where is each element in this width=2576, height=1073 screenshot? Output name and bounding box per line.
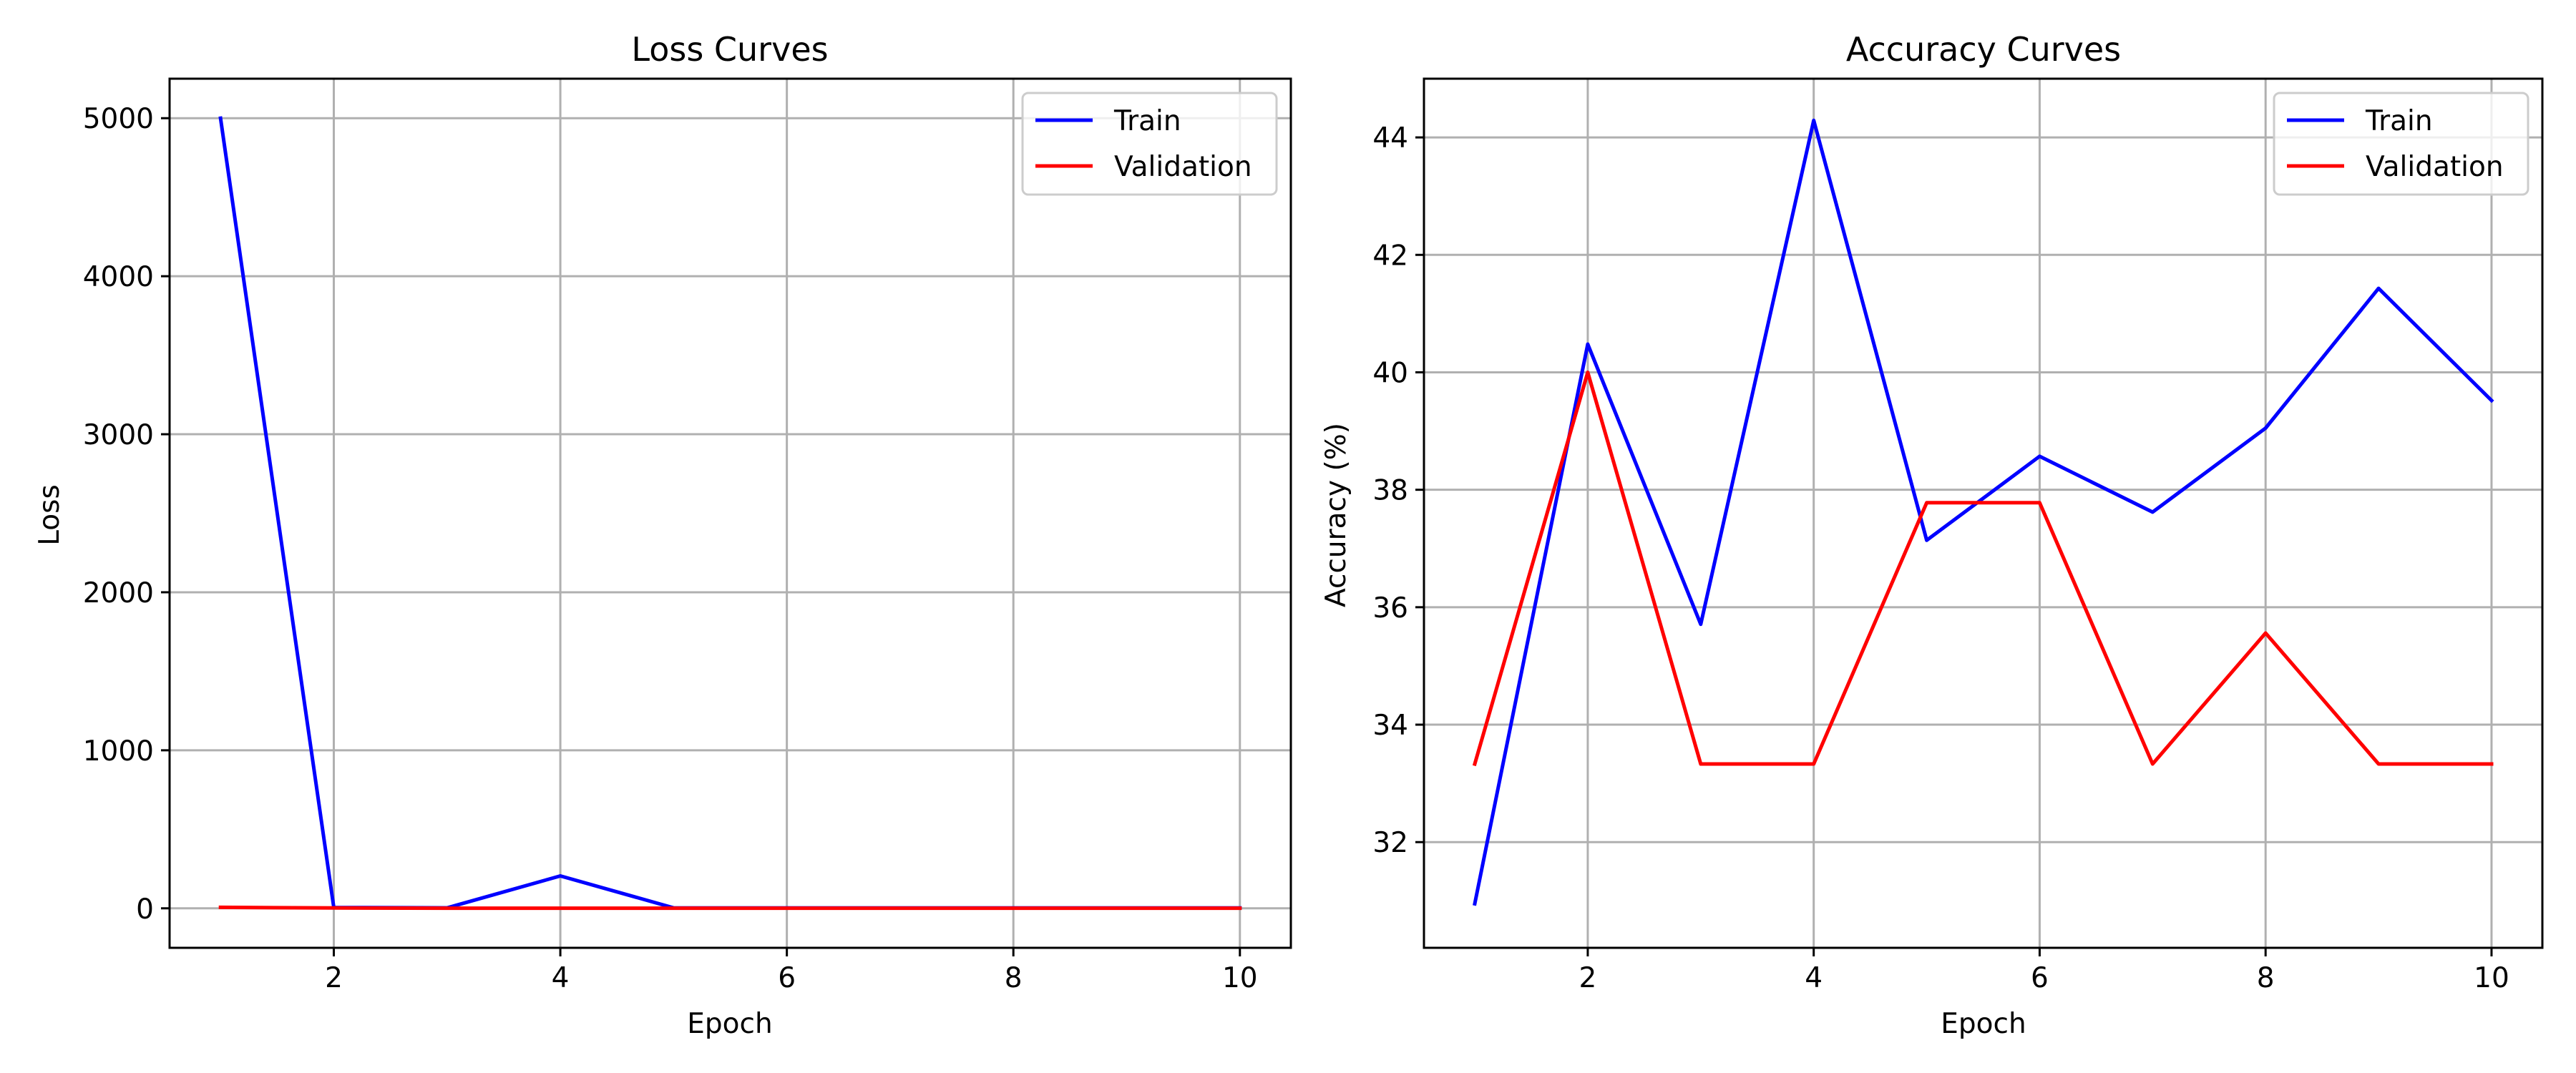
accuracy-chart-ytick-label-3: 38 [1372,475,1408,507]
loss-chart-ytick-label-5: 5000 [83,103,154,135]
accuracy-chart-ytick-label-2: 36 [1372,592,1408,624]
accuracy-chart-legend-label-validation: Validation [2366,151,2504,183]
accuracy-chart-ylabel: Accuracy (%) [1320,423,1352,607]
accuracy-chart-ytick-label-0: 32 [1372,827,1408,859]
loss-chart-legend-label-validation: Validation [1114,151,1252,183]
loss-chart-legend: Train Validation [1021,92,1278,196]
accuracy-chart-ytick-label-4: 40 [1372,357,1408,389]
loss-chart-ytick-label-0: 0 [136,893,154,926]
loss-chart-legend-label-train: Train [1113,105,1181,137]
accuracy-chart: Accuracy Curves Epoch Accuracy (%) 2 4 6 8 1… [1320,30,2544,1040]
loss-chart-xtick-label-2: 6 [778,962,796,994]
loss-chart-xtick-label-4: 10 [1222,962,1258,994]
loss-chart-xtick-label-3: 8 [1005,962,1023,994]
loss-chart-ytick-label-2: 2000 [83,577,154,609]
loss-chart-ytick-label-4: 4000 [83,261,154,293]
accuracy-chart-axes-frame [1423,77,2544,949]
loss-chart-ytick-label-1: 1000 [83,735,154,768]
accuracy-chart-title: Accuracy Curves [1846,30,2121,69]
loss-chart-axes-frame [168,77,1292,949]
accuracy-chart-series-train-line [1473,118,2494,906]
loss-chart-xtick-label-1: 4 [552,962,570,994]
accuracy-chart-plot: 2 4 6 8 10 32 34 36 38 40 42 44 Train Validation [1372,77,2544,994]
accuracy-chart-ytick-label-6: 44 [1372,122,1408,155]
loss-chart-title: Loss Curves [631,30,828,69]
accuracy-chart-xtick-label-4: 10 [2474,962,2509,994]
loss-chart-xtick-label-0: 2 [325,962,343,994]
accuracy-chart-series-validation-line [1472,371,2494,767]
loss-chart: Loss Curves Epoch Loss 2 4 6 8 10 0 1000 2000 30… [34,30,1292,1040]
accuracy-chart-ytick-label-5: 42 [1372,240,1408,272]
loss-chart-xlabel: Epoch [687,1008,772,1040]
accuracy-chart-xtick-label-1: 4 [1805,962,1823,994]
accuracy-chart-xtick-label-3: 8 [2257,962,2275,994]
accuracy-chart-ytick-label-1: 34 [1372,710,1408,742]
loss-chart-plot: 2 4 6 8 10 0 1000 2000 3000 4000 5000 Train Validati… [83,77,1292,994]
accuracy-chart-xlabel: Epoch [1941,1008,2026,1040]
accuracy-chart-xtick-label-0: 2 [1579,962,1597,994]
loss-chart-ylabel: Loss [34,484,66,546]
loss-chart-series-validation-line [218,905,1242,911]
accuracy-chart-xtick-label-2: 6 [2031,962,2049,994]
accuracy-chart-legend-label-train: Train [2365,105,2433,137]
loss-chart-ytick-label-3: 3000 [83,419,154,451]
accuracy-chart-legend: Train Validation [2273,92,2529,196]
